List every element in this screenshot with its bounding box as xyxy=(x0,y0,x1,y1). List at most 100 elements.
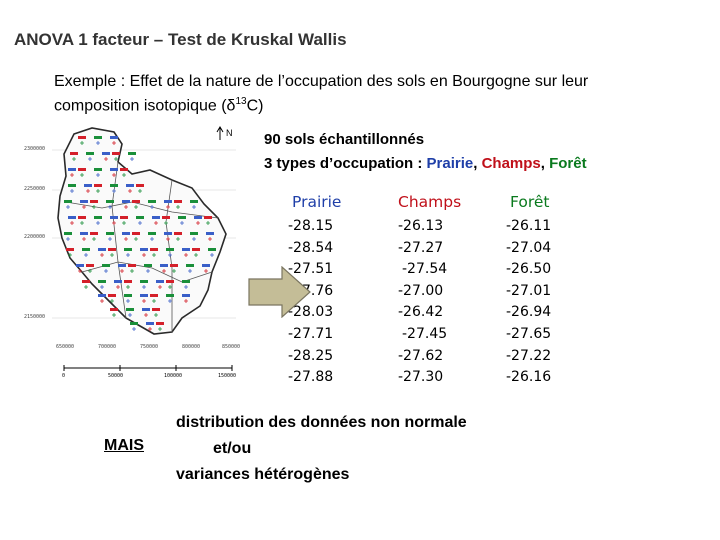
sample-points xyxy=(64,136,216,331)
sample-cross-icon xyxy=(208,237,212,241)
sample-cross-icon xyxy=(126,285,130,289)
sample-point xyxy=(94,216,102,219)
sample-cross-icon xyxy=(112,221,116,225)
sample-cross-icon xyxy=(188,269,192,273)
table-cell: -27.00 xyxy=(398,282,444,299)
sample-cross-icon xyxy=(184,285,188,289)
example-suffix: C) xyxy=(246,97,264,115)
sample-cross-icon xyxy=(196,221,200,225)
sample-point xyxy=(194,216,202,219)
table-cell: -26.11 xyxy=(506,218,552,234)
sample-point xyxy=(98,280,106,283)
sample-cross-icon xyxy=(210,253,214,257)
sample-point xyxy=(182,280,190,283)
sample-point xyxy=(140,280,148,283)
sample-point xyxy=(156,322,164,325)
sample-cross-icon xyxy=(120,269,124,273)
sample-cross-icon xyxy=(154,313,158,317)
sample-point xyxy=(166,280,174,283)
sample-cross-icon xyxy=(112,141,116,145)
sample-cross-icon xyxy=(112,313,116,317)
sample-point xyxy=(110,168,118,171)
sample-cross-icon xyxy=(108,205,112,209)
sample-point xyxy=(110,136,118,139)
sample-cross-icon xyxy=(66,205,70,209)
sample-point xyxy=(170,264,178,267)
sample-point xyxy=(136,184,144,187)
sample-point xyxy=(130,322,138,325)
occupation-prefix: 3 types d’occupation : xyxy=(264,155,427,172)
sample-cross-icon xyxy=(148,327,152,331)
north-label: N xyxy=(226,128,233,138)
sample-point xyxy=(110,184,118,187)
separator: , xyxy=(540,155,550,172)
sample-point xyxy=(78,216,86,219)
sample-cross-icon xyxy=(152,299,156,303)
sample-point xyxy=(132,232,140,235)
sample-cross-icon xyxy=(166,237,170,241)
x-label-2: 700000 xyxy=(98,344,116,350)
header-prairie: Prairie xyxy=(292,193,342,211)
sample-point xyxy=(120,168,128,171)
sample-point xyxy=(108,248,116,251)
table-cell: -27.62 xyxy=(398,347,444,364)
table-cell: -28.03 xyxy=(288,304,334,321)
sample-point xyxy=(76,264,84,267)
scale-label-2: 50000 xyxy=(108,373,123,378)
sample-cross-icon xyxy=(82,237,86,241)
sample-point xyxy=(90,232,98,235)
sample-point xyxy=(124,280,132,283)
sample-point xyxy=(122,232,130,235)
sample-point xyxy=(124,294,132,297)
table-cell: -27.01 xyxy=(506,282,552,299)
sample-point xyxy=(126,308,134,311)
sample-point xyxy=(150,248,158,251)
sample-cross-icon xyxy=(96,221,100,225)
sample-point xyxy=(178,216,186,219)
table-cell: -28.15 xyxy=(288,218,334,234)
sample-cross-icon xyxy=(168,299,172,303)
sample-cross-icon xyxy=(138,189,142,193)
sample-cross-icon xyxy=(184,253,188,257)
isotope-data-table: Prairie -28.15 -28.54 -27.51 -27.76 -28.… xyxy=(288,190,586,389)
sample-point xyxy=(146,322,154,325)
sample-point xyxy=(156,280,164,283)
sample-point xyxy=(140,294,148,297)
sample-point xyxy=(108,294,116,297)
sample-point xyxy=(106,232,114,235)
sample-point xyxy=(102,264,110,267)
sample-cross-icon xyxy=(152,253,156,257)
sample-cross-icon xyxy=(96,173,100,177)
sample-point xyxy=(190,200,198,203)
sample-cross-icon xyxy=(126,253,130,257)
sample-cross-icon xyxy=(176,205,180,209)
sample-point xyxy=(82,248,90,251)
sample-cross-icon xyxy=(130,157,134,161)
scale-label-3: 100000 xyxy=(164,373,182,378)
sample-point xyxy=(86,264,94,267)
sample-cross-icon xyxy=(82,205,86,209)
sample-cross-icon xyxy=(80,221,84,225)
sample-point xyxy=(148,200,156,203)
sample-cross-icon xyxy=(180,221,184,225)
sample-point xyxy=(64,200,72,203)
sample-point xyxy=(190,232,198,235)
sample-cross-icon xyxy=(116,285,120,289)
sample-cross-icon xyxy=(92,237,96,241)
table-cell: -28.54 xyxy=(288,239,334,256)
sample-cross-icon xyxy=(92,205,96,209)
sample-point xyxy=(78,136,86,139)
sample-point xyxy=(124,248,132,251)
sample-cross-icon xyxy=(66,237,70,241)
sample-cross-icon xyxy=(162,269,166,273)
sample-cross-icon xyxy=(164,221,168,225)
bourgogne-outline xyxy=(57,127,227,335)
x-label-5: 850000 xyxy=(222,344,240,350)
x-label-4: 800000 xyxy=(182,344,200,350)
type-prairie: Prairie xyxy=(426,155,474,172)
sample-cross-icon xyxy=(126,299,130,303)
sample-cross-icon xyxy=(144,313,148,317)
heterogeneous-variances: variances hétérogènes xyxy=(176,466,350,483)
sample-cross-icon xyxy=(132,327,136,331)
sample-point xyxy=(150,294,158,297)
